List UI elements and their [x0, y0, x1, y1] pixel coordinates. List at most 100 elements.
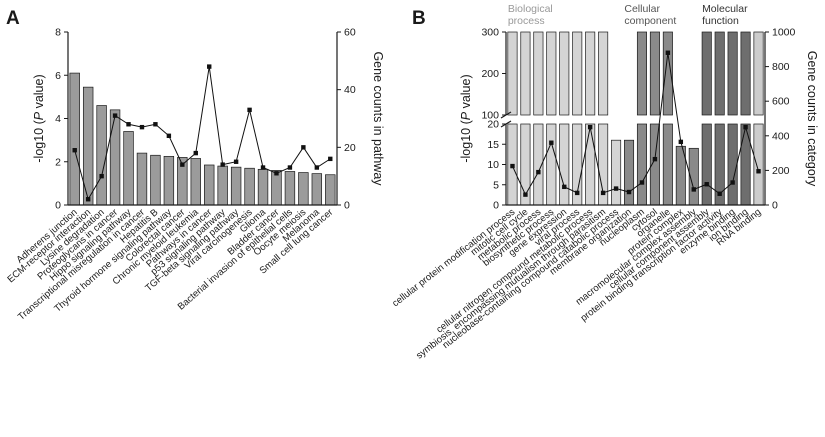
- point-adherens-junction: [72, 148, 77, 153]
- bar-lower-segment: [636, 123, 647, 206]
- bar-adherens-junction: [69, 72, 80, 206]
- bar-glioma: [257, 168, 269, 206]
- panel-b-right-axis: 0 200 400 600 800 1000: [764, 27, 796, 212]
- bar-hepatitis-b: [150, 154, 161, 206]
- bar-upper-segment: [727, 31, 738, 116]
- point-nucleobase-containing-compound-catabolic-process: [613, 186, 619, 191]
- panel-a: A 0 2 4 6 8 0 20 40 60 Adherens junctionECM-rec…: [5, 8, 385, 323]
- group-label-biological-process: Biological: [508, 3, 553, 15]
- point-rna-binding: [756, 169, 761, 174]
- point-gene-expression: [562, 184, 567, 190]
- y-tick-label: 2: [55, 156, 61, 168]
- group-label-cellular-component: Cellular: [624, 3, 660, 15]
- bar-nucleoplasm: [636, 31, 647, 206]
- point-hepatitis-b: [153, 122, 158, 127]
- y-tick-label: 0: [55, 200, 61, 212]
- point-tgf-beta-signaling-pathway: [233, 159, 239, 164]
- point-lysine-degradation: [99, 173, 104, 179]
- y-tick-label: 20: [487, 119, 499, 131]
- panel-a-left-axis: 0 2 4 6 8: [55, 27, 337, 212]
- bar-lower-segment: [559, 123, 570, 206]
- y-tick-label: 4: [55, 113, 61, 125]
- bar-lower-segment: [740, 123, 751, 206]
- panel-b-y-axis-title: -log10 (P value): [459, 74, 473, 162]
- bar-melanoma: [311, 173, 323, 206]
- group-label-molecular-function: Molecular: [702, 3, 748, 15]
- bar-oocyte-meiosis: [298, 172, 309, 206]
- bar-transcriptional-misregulation-in-cancer: [136, 152, 148, 206]
- y-tick-label: 6: [55, 70, 61, 82]
- point-glioma: [260, 165, 266, 170]
- y2-tick-label: 60: [344, 27, 356, 39]
- panel-a-y-axis-title: -log10 (P value): [32, 74, 46, 162]
- bar-upper-segment: [598, 31, 609, 116]
- bar-upper-segment: [649, 31, 660, 116]
- y2-tick-label: 40: [344, 84, 356, 96]
- panel-b-bars: [500, 31, 771, 206]
- panel-b-category-labels: cellular protein modification processmit…: [390, 207, 763, 362]
- bar-upper-segment: [740, 31, 751, 116]
- bar-upper-segment: [714, 31, 725, 116]
- point-pathways-in-cancer: [207, 64, 212, 69]
- y-tick-label: 10: [487, 159, 499, 171]
- group-label-biological-process: process: [508, 15, 545, 27]
- point-viral-process: [575, 190, 580, 196]
- bar-tgf-beta-signaling-pathway: [230, 166, 242, 206]
- panel-b-series-line: [510, 50, 761, 197]
- y2-tick-label: 800: [772, 61, 790, 73]
- bar-ion-binding: [740, 31, 751, 206]
- bar-upper-segment: [533, 31, 544, 116]
- group-label-molecular-function: function: [702, 15, 739, 27]
- point-melanoma: [314, 165, 320, 170]
- bar-lower-segment: [701, 123, 712, 206]
- y-tick-label: 8: [55, 27, 61, 39]
- panel-b-letter: B: [412, 8, 426, 29]
- point-cytosol: [652, 156, 658, 162]
- bar-lower-segment: [753, 123, 764, 206]
- bar-upper-segment: [753, 31, 764, 116]
- panel-a-y2-axis-title: Gene counts in pathway: [371, 51, 385, 186]
- bar-viral-carcinogenesis: [244, 167, 255, 206]
- y2-tick-label: 200: [772, 165, 790, 177]
- bar-upper-segment: [559, 31, 570, 116]
- point-small-cell-lung-cancer: [328, 156, 333, 162]
- bar-upper-segment: [520, 31, 531, 116]
- bar-lower-segment: [585, 123, 596, 206]
- bar-upper-segment: [662, 31, 673, 116]
- bar-pathways-in-cancer: [204, 164, 215, 206]
- panel-b-y2-axis-title: Gene counts in category: [805, 51, 819, 187]
- point-enzyme-binding: [730, 180, 735, 185]
- point-mitotic-cell-cycle: [523, 192, 528, 197]
- point-transcriptional-misregulation-in-cancer: [139, 124, 145, 130]
- bar-upper-segment: [507, 31, 518, 116]
- point-proteoglycans-in-cancer: [112, 113, 118, 118]
- bar-upper-segment: [572, 31, 583, 116]
- point-symbiosis-encompassing-mutualism-through-parasitism: [600, 190, 606, 196]
- y2-tick-label: 400: [772, 130, 790, 142]
- y2-tick-label: 0: [344, 200, 350, 212]
- y2-tick-label: 1000: [772, 27, 796, 39]
- point-cellular-nitrogen-compound-metabolic-process: [587, 124, 593, 130]
- point-ecm-receptor-interaction: [85, 197, 91, 202]
- point-colorectal-cancer: [180, 162, 185, 167]
- point-protein-complex: [678, 139, 684, 145]
- panel-a-letter: A: [6, 8, 20, 29]
- bar-small-cell-lung-cancer: [325, 174, 336, 206]
- point-nucleoplasm: [639, 180, 645, 185]
- point-ion-binding: [743, 124, 748, 130]
- bar-upper-segment: [546, 31, 557, 116]
- y2-tick-label: 0: [772, 200, 778, 212]
- bar-membrane-organization: [624, 139, 635, 206]
- y-tick-label: 200: [481, 68, 499, 80]
- axis-break-gap: [500, 115, 771, 124]
- panel-a-series-line: [72, 64, 333, 202]
- panel-a-right-axis: 0 20 40 60: [336, 27, 356, 212]
- bar-hippo-signaling-pathway: [123, 131, 134, 206]
- point-bladder-cancer: [274, 171, 279, 176]
- y-tick-label: 0: [493, 200, 499, 212]
- point-macromolecular-complex-assembly: [691, 187, 696, 192]
- y-tick-label: 300: [481, 27, 499, 39]
- y-tick-label: 5: [493, 179, 499, 191]
